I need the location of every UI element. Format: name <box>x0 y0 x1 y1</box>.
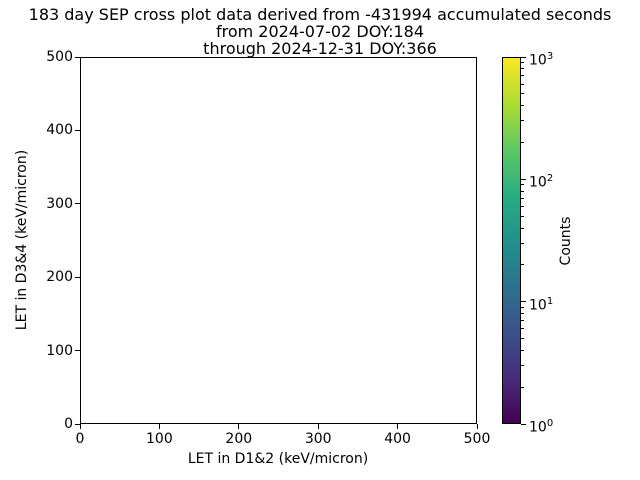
colorbar-minor-tick <box>521 184 524 186</box>
x-axis-tick <box>317 424 319 429</box>
colorbar-tick-label: 102 <box>529 173 554 191</box>
colorbar-major-tick <box>521 178 526 180</box>
colorbar-minor-tick <box>521 105 524 107</box>
colorbar-minor-tick <box>521 227 524 229</box>
colorbar-minor-tick <box>521 205 524 207</box>
colorbar-minor-tick <box>521 328 524 330</box>
y-axis-tick <box>75 276 80 278</box>
y-axis-tick <box>75 350 80 352</box>
y-axis-tick <box>75 129 80 131</box>
x-axis-tick-label: 500 <box>463 431 491 447</box>
colorbar-minor-tick <box>521 68 524 70</box>
colorbar-label: Counts <box>558 216 574 266</box>
x-axis-tick-label: 0 <box>75 431 85 447</box>
y-axis-tick-label: 400 <box>46 122 73 139</box>
colorbar-major-tick <box>521 301 526 303</box>
x-axis-tick <box>238 424 240 429</box>
x-axis-tick <box>476 424 478 429</box>
colorbar-minor-tick <box>521 264 524 266</box>
x-axis-tick-label: 300 <box>304 431 332 447</box>
colorbar-minor-tick <box>521 83 524 85</box>
colorbar-major-tick <box>521 56 526 58</box>
y-axis-tick <box>75 423 80 425</box>
colorbar-minor-tick <box>521 62 524 64</box>
plot-area <box>80 57 477 424</box>
colorbar-minor-tick <box>521 242 524 244</box>
colorbar-minor-tick <box>521 93 524 95</box>
colorbar-minor-tick <box>521 365 524 367</box>
colorbar-minor-tick <box>521 197 524 199</box>
colorbar-tick-label: 103 <box>529 51 554 69</box>
y-axis-tick-label: 200 <box>46 269 73 286</box>
y-axis-tick-label: 500 <box>46 49 73 65</box>
colorbar-minor-tick <box>521 349 524 351</box>
colorbar-minor-tick <box>521 75 524 77</box>
chart-title: 183 day SEP cross plot data derived from… <box>0 6 640 57</box>
x-axis-tick-label: 100 <box>146 431 173 447</box>
colorbar-minor-tick <box>521 190 524 192</box>
colorbar-tick-label: 100 <box>529 418 554 436</box>
chart-title-line-3: through 2024-12-31 DOY:366 <box>203 39 437 58</box>
colorbar-minor-tick <box>521 320 524 322</box>
x-axis-tick <box>79 424 81 429</box>
colorbar-major-tick <box>521 423 526 425</box>
chart-title-line-1: 183 day SEP cross plot data derived from… <box>28 5 612 24</box>
x-axis-label: LET in D1&2 (keV/micron) <box>187 451 369 467</box>
colorbar-minor-tick <box>521 142 524 143</box>
x-axis-tick <box>158 424 160 429</box>
colorbar-minor-tick <box>521 386 524 388</box>
colorbar-minor-tick <box>521 313 524 315</box>
y-axis-tick-label: 300 <box>46 195 73 212</box>
y-axis-tick-label: 0 <box>64 416 73 432</box>
chart-title-line-2: from 2024-07-02 DOY:184 <box>215 22 424 41</box>
x-axis-tick-label: 400 <box>384 431 411 447</box>
colorbar <box>502 57 521 424</box>
x-axis-tick <box>397 424 399 429</box>
colorbar-minor-tick <box>521 337 524 339</box>
colorbar-minor-tick <box>521 306 524 308</box>
y-axis-tick <box>75 203 80 205</box>
colorbar-tick-label: 101 <box>529 295 554 314</box>
colorbar-minor-tick <box>521 120 524 122</box>
x-axis-tick-label: 200 <box>225 431 253 447</box>
colorbar-minor-tick <box>521 215 524 217</box>
y-axis-tick-label: 100 <box>46 342 73 359</box>
y-axis-tick <box>75 56 80 58</box>
